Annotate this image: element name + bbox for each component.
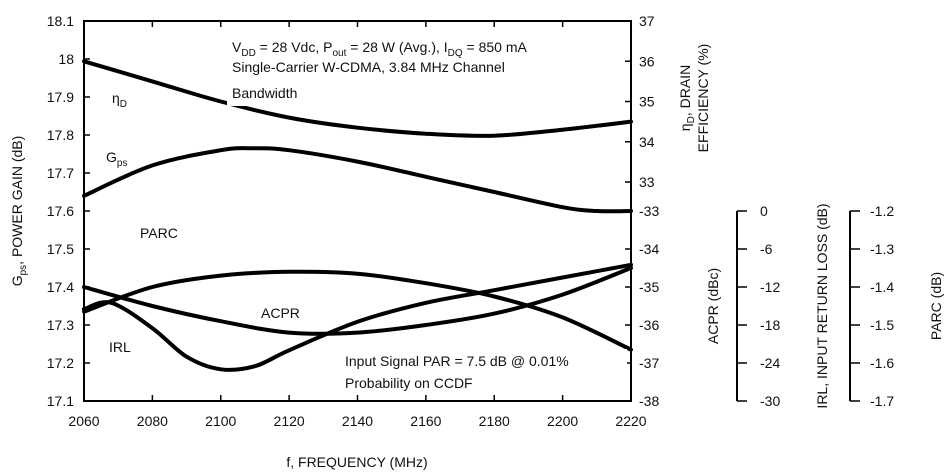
tick-marks	[83, 20, 632, 402]
eff-tick-label: 34	[639, 134, 655, 150]
left-tick-label: 17.1	[47, 393, 74, 409]
x-tick-labels: 2060 2080 2100 2120 2140 2160 2180 2200 2220	[68, 413, 646, 429]
parc-tick-label: -1.2	[870, 203, 894, 219]
left-tick-label: 17.3	[47, 317, 74, 333]
acpr-curve-label: ACPR	[261, 305, 300, 321]
top-annotation-line1: VDD = 28 Vdc, Pout = 28 W (Avg.), IDQ = …	[232, 39, 528, 59]
eff-tick-label: 37	[639, 13, 655, 29]
series-line-parc	[82, 269, 633, 352]
curves	[82, 59, 633, 372]
irl-tick-label: 0	[760, 203, 768, 219]
irl-tick-label: -18	[760, 317, 780, 333]
parc-tick-label: -1.7	[870, 393, 894, 409]
left-tick-label: 17.7	[47, 165, 74, 181]
parc-tick-label: -1.3	[870, 241, 894, 257]
svg-text:EFFICIENCY (%): EFFICIENCY (%)	[695, 44, 711, 153]
etad-curve-label: ηD	[112, 90, 127, 110]
bottom-annotation-bg	[339, 349, 627, 393]
left-tick-label: 17.8	[47, 127, 74, 143]
x-tick-label: 2180	[479, 413, 510, 429]
etad-label-bg	[104, 87, 152, 107]
eff-tick-label: 35	[639, 94, 655, 110]
parc-axis: -1.2 -1.3 -1.4 -1.5 -1.6 -1.7	[849, 203, 894, 409]
top-annotation-line2: Single-Carrier W-CDMA, 3.84 MHz Channel	[232, 59, 505, 75]
x-tick-label: 2220	[615, 413, 646, 429]
irl-axis: 0 -6 -12 -18 -24 -30	[736, 203, 780, 409]
eff-tick-label: 33	[639, 174, 655, 190]
parc-axis-title: PARC (dB)	[928, 272, 944, 340]
irl-tick-label: -12	[760, 279, 780, 295]
left-tick-label: 17.4	[47, 279, 74, 295]
top-annotation-bg	[227, 30, 625, 106]
x-tick-label: 2160	[410, 413, 441, 429]
left-tick-label: 18.1	[47, 13, 74, 29]
parc-tick-label: -1.6	[870, 355, 894, 371]
x-tick-label: 2120	[274, 413, 305, 429]
left-tick-label: 17.2	[47, 355, 74, 371]
series-line-g	[82, 146, 633, 214]
left-tick-label: 17.9	[47, 89, 74, 105]
series-line-irl	[82, 262, 633, 372]
bottom-annotation-line2: Probability on CCDF	[345, 375, 473, 391]
acpr-tick-label: -33	[639, 203, 659, 219]
left-tick-label: 18	[58, 51, 74, 67]
parc-tick-label: -1.4	[870, 279, 894, 295]
acpr-tick-label: -34	[639, 241, 659, 257]
acpr-tick-label: -35	[639, 279, 659, 295]
bottom-annotation-line1: Input Signal PAR = 7.5 dB @ 0.01%	[345, 353, 569, 369]
svg-text:ηD, DRAIN: ηD, DRAIN	[677, 65, 697, 131]
series-line-	[82, 59, 633, 138]
x-tick-label: 2080	[137, 413, 168, 429]
parc-curve-label: PARC	[140, 225, 178, 241]
top-annotation-line3: Bandwidth	[232, 85, 297, 101]
efficiency-axis-title: ηD, DRAIN EFFICIENCY (%)	[677, 44, 711, 153]
eff-tick-label: 36	[639, 53, 655, 69]
x-tick-label: 2200	[547, 413, 578, 429]
irl-axis-title: IRL, INPUT RETURN LOSS (dB)	[814, 203, 830, 408]
left-tick-label: 17.5	[47, 241, 74, 257]
x-tick-label: 2140	[342, 413, 373, 429]
x-tick-label: 2100	[205, 413, 236, 429]
irl-curve-label: IRL	[109, 339, 131, 355]
acpr-tick-label: -38	[639, 393, 659, 409]
gps-curve-label: Gps	[106, 149, 127, 169]
efficiency-tick-labels: 37 36 35 34 33	[639, 13, 655, 190]
irl-tick-label: -30	[760, 393, 780, 409]
x-axis-title: f, FREQUENCY (MHz)	[286, 454, 427, 470]
series-line-acpr	[82, 266, 633, 336]
acpr-tick-labels: -33 -34 -35 -36 -37 -38	[639, 203, 659, 409]
left-tick-labels: 18.1 18 17.9 17.8 17.7 17.6 17.5 17.4 17.3 17.2 17…	[47, 13, 74, 409]
left-tick-label: 17.6	[47, 203, 74, 219]
irl-tick-label: -6	[760, 241, 773, 257]
parc-tick-label: -1.5	[870, 317, 894, 333]
acpr-tick-label: -36	[639, 317, 659, 333]
x-tick-label: 2060	[68, 413, 99, 429]
left-axis-title: Gps, POWER GAIN (dB)	[9, 136, 29, 287]
irl-tick-label: -24	[760, 355, 780, 371]
acpr-axis-title: ACPR (dBc)	[705, 268, 721, 344]
acpr-tick-label: -37	[639, 355, 659, 371]
